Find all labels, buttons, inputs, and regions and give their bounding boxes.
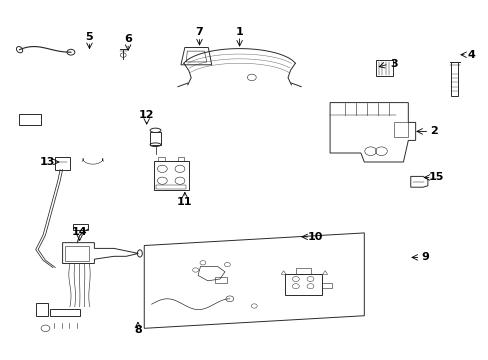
Text: 7: 7 xyxy=(195,27,203,37)
Bar xyxy=(150,132,161,145)
Text: 14: 14 xyxy=(72,227,87,237)
Text: 4: 4 xyxy=(467,50,475,60)
Bar xyxy=(65,246,89,261)
Bar xyxy=(215,277,227,283)
Bar xyxy=(153,161,188,190)
Bar xyxy=(36,303,48,316)
Bar xyxy=(73,224,88,230)
Text: 11: 11 xyxy=(177,197,192,207)
Text: 9: 9 xyxy=(421,252,428,262)
Bar xyxy=(321,283,331,288)
Bar xyxy=(450,62,457,96)
Text: 10: 10 xyxy=(307,232,323,242)
Text: 1: 1 xyxy=(235,27,243,37)
Text: 6: 6 xyxy=(124,34,132,44)
Bar xyxy=(156,185,186,189)
Text: 13: 13 xyxy=(39,157,55,167)
Text: 3: 3 xyxy=(389,59,397,69)
Text: 12: 12 xyxy=(139,110,154,120)
Bar xyxy=(19,114,41,125)
Text: 15: 15 xyxy=(428,172,444,183)
Bar xyxy=(375,60,392,76)
Bar xyxy=(177,157,184,161)
Bar xyxy=(158,157,164,161)
Text: 8: 8 xyxy=(134,325,142,336)
Bar xyxy=(295,268,310,274)
Text: 2: 2 xyxy=(429,126,437,136)
Bar xyxy=(55,157,70,170)
Bar xyxy=(50,309,80,316)
Bar xyxy=(284,274,321,295)
Text: 5: 5 xyxy=(85,32,93,42)
